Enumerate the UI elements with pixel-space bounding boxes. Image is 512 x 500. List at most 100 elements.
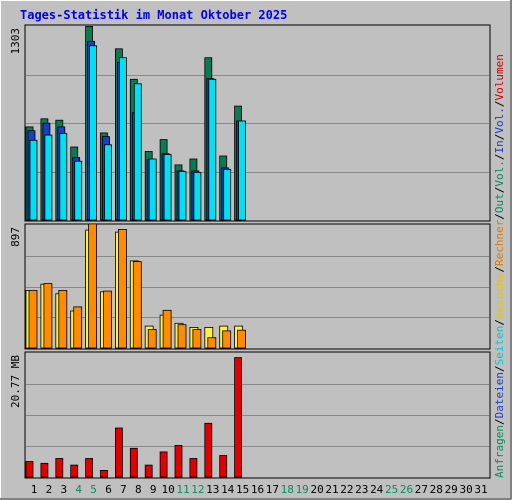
day-label: 22 <box>340 483 353 496</box>
day-label: 4 <box>75 483 82 496</box>
seiten-bar <box>223 168 232 221</box>
volumen-bar <box>144 464 153 478</box>
day-label: 13 <box>206 483 219 496</box>
legend-item: In <box>493 140 506 153</box>
day-label: 18 <box>281 483 294 496</box>
day-axis-labels: 1 2 3 4 5 6 7 8 9 10 11 12 13 14 15 16 17 18 19 20 21 22 23 24 2… <box>31 483 488 496</box>
legend-item: Rechner <box>493 219 506 266</box>
day-label: 12 <box>191 483 204 496</box>
rechner-bar <box>73 306 83 349</box>
legend-separator: / <box>493 100 506 107</box>
seiten-bar <box>133 83 142 221</box>
volumen-bar <box>234 357 243 478</box>
rechner-bar <box>88 223 97 349</box>
volume-max-label: 20.77 MB <box>9 355 22 408</box>
day-label: 2 <box>46 483 53 496</box>
day-label: 25 <box>385 483 398 496</box>
day-label: 16 <box>251 483 264 496</box>
legend-item: Volumen <box>493 54 506 100</box>
rechner-bar <box>222 330 232 349</box>
day-label: 11 <box>176 483 189 496</box>
day-label: 27 <box>415 483 428 496</box>
day-label: 28 <box>430 483 443 496</box>
volumen-bar <box>219 455 228 478</box>
volumen-bar <box>129 447 138 478</box>
legend-item: Dateien <box>493 372 506 418</box>
bars-layer <box>25 25 247 478</box>
seiten-bar <box>193 171 202 221</box>
rechner-bar <box>58 289 68 349</box>
legend-item: Besuche <box>493 273 506 319</box>
day-label: 26 <box>400 483 413 496</box>
day-label: 30 <box>459 483 472 496</box>
legend-item: Out <box>493 193 506 213</box>
volumen-bar <box>85 458 93 478</box>
volumen-bar <box>100 469 108 478</box>
legend-separator: / <box>493 187 506 194</box>
volumen-bar <box>40 462 49 478</box>
day-label: 19 <box>296 483 309 496</box>
rechner-bar <box>192 329 202 349</box>
rechner-bar <box>103 290 112 349</box>
day-label: 21 <box>325 483 338 496</box>
seiten-bar <box>44 134 53 221</box>
seiten-bar <box>208 78 217 221</box>
day-label: 8 <box>135 483 142 496</box>
seiten-bar <box>29 139 38 221</box>
rechner-bar <box>147 329 157 349</box>
seiten-bar <box>119 57 127 221</box>
rechner-bar <box>118 228 127 349</box>
day-label: 14 <box>221 483 235 496</box>
day-label: 24 <box>370 483 384 496</box>
seiten-bar <box>178 171 187 221</box>
day-label: 15 <box>236 483 249 496</box>
day-label: 1 <box>31 483 38 496</box>
rechner-bar <box>162 309 172 349</box>
seiten-bar <box>104 144 112 221</box>
legend-separator: / <box>493 365 506 372</box>
seiten-bar <box>59 133 68 221</box>
rechner-bar <box>177 324 187 349</box>
day-label: 5 <box>90 483 97 496</box>
rechner-bar <box>207 337 217 349</box>
rechner-bar <box>43 283 53 349</box>
legend-item: Anfragen <box>493 425 506 478</box>
day-label: 23 <box>355 483 368 496</box>
seiten-bar <box>89 45 97 221</box>
volumen-bar <box>159 451 168 478</box>
legend-separator: / <box>493 134 506 141</box>
legend-separator: / <box>493 266 506 273</box>
volumen-bar <box>70 464 79 478</box>
legend-item: Seiten <box>493 326 506 366</box>
rechner-bar <box>237 329 247 349</box>
day-label: 10 <box>161 483 174 496</box>
volumen-bar <box>55 458 64 478</box>
legend-separator: / <box>493 153 506 160</box>
legend-item: Vol. <box>493 160 506 187</box>
volumen-bar <box>174 444 183 478</box>
visits-max-label: 897 <box>9 227 22 247</box>
seiten-bar <box>74 160 83 221</box>
day-label: 20 <box>310 483 323 496</box>
seiten-bar <box>238 120 247 221</box>
volumen-bar <box>189 458 198 478</box>
volumen-bar <box>204 422 213 478</box>
chart-title: Tages-Statistik im Monat Oktober 2025 <box>20 8 287 22</box>
hits-max-label: 1303 <box>9 28 22 55</box>
volumen-bar <box>25 461 34 478</box>
volumen-bar <box>115 427 123 478</box>
day-label: 3 <box>60 483 67 496</box>
day-label: 7 <box>120 483 127 496</box>
series-legend: Anfragen/Dateien/Seiten/Besuche/Rechner/… <box>493 54 506 478</box>
seiten-bar <box>148 158 157 221</box>
day-label: 31 <box>474 483 487 496</box>
day-label: 6 <box>105 483 112 496</box>
rechner-bar <box>28 289 38 349</box>
legend-separator: / <box>493 213 506 220</box>
seiten-bar <box>163 154 172 221</box>
rechner-bar <box>132 261 142 349</box>
day-label: 29 <box>445 483 458 496</box>
legend-separator: / <box>493 319 506 326</box>
